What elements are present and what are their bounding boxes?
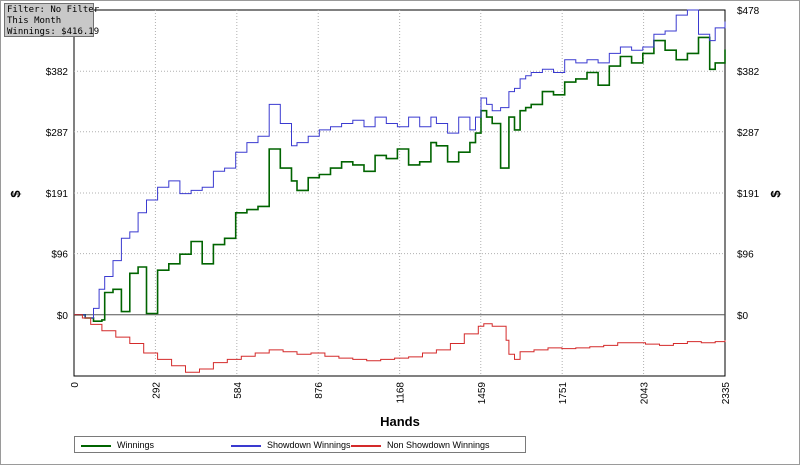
x-tick-label: 1168 bbox=[396, 382, 407, 404]
legend-item-non-showdown: Non Showdown Winnings bbox=[351, 439, 490, 451]
y-tick-label-right: $478 bbox=[737, 6, 760, 17]
filter-label: Filter: No Filter bbox=[7, 5, 100, 15]
legend-swatch-non-showdown bbox=[351, 444, 381, 447]
legend-item-showdown: Showdown Winnings bbox=[231, 439, 351, 451]
legend-swatch-showdown bbox=[231, 444, 261, 447]
x-tick-label: 0 bbox=[70, 382, 81, 388]
period-label: This Month bbox=[7, 16, 62, 26]
y-tick-label-right: $287 bbox=[737, 128, 760, 139]
x-tick-label: 584 bbox=[233, 382, 244, 399]
showdown-winnings-line bbox=[74, 9, 726, 319]
y-tick-label-left: $287 bbox=[46, 128, 69, 139]
winnings-label: Winnings: $416.19 bbox=[7, 27, 100, 37]
y-tick-label-left: $382 bbox=[46, 67, 69, 78]
y-tick-label-left: $96 bbox=[51, 250, 68, 261]
x-tick-label: 292 bbox=[151, 382, 162, 399]
chart-legend: Winnings Showdown Winnings Non Showdown … bbox=[74, 436, 526, 453]
non-showdown-winnings-line bbox=[74, 314, 726, 373]
y-tick-label-right: $96 bbox=[737, 250, 754, 261]
series-layer bbox=[74, 9, 726, 373]
legend-item-winnings: Winnings bbox=[81, 439, 154, 451]
y-tick-label-right: $0 bbox=[737, 311, 749, 322]
y-tick-label-right: $191 bbox=[737, 189, 760, 200]
filter-info-box: Filter: No Filter This Month Winnings: $… bbox=[4, 3, 100, 37]
grid-layer bbox=[73, 9, 726, 377]
x-tick-label: 2043 bbox=[640, 382, 651, 405]
x-tick-label: 1459 bbox=[477, 382, 488, 405]
x-tick-label: 876 bbox=[314, 382, 325, 399]
x-tick-label: 2335 bbox=[721, 382, 732, 405]
legend-swatch-winnings bbox=[81, 444, 111, 447]
legend-label-non-showdown: Non Showdown Winnings bbox=[387, 440, 490, 450]
winnings-line bbox=[74, 36, 726, 322]
y-axis-title-right: $ bbox=[768, 190, 783, 198]
y-tick-label-left: $0 bbox=[57, 311, 69, 322]
legend-label-winnings: Winnings bbox=[117, 440, 155, 450]
y-axis-title-left: $ bbox=[8, 190, 23, 198]
x-tick-label: 1751 bbox=[558, 382, 569, 405]
legend-label-showdown: Showdown Winnings bbox=[267, 440, 351, 450]
x-axis-title: Hands bbox=[380, 414, 420, 429]
y-tick-label-right: $382 bbox=[737, 67, 760, 78]
y-tick-label-left: $191 bbox=[46, 189, 69, 200]
